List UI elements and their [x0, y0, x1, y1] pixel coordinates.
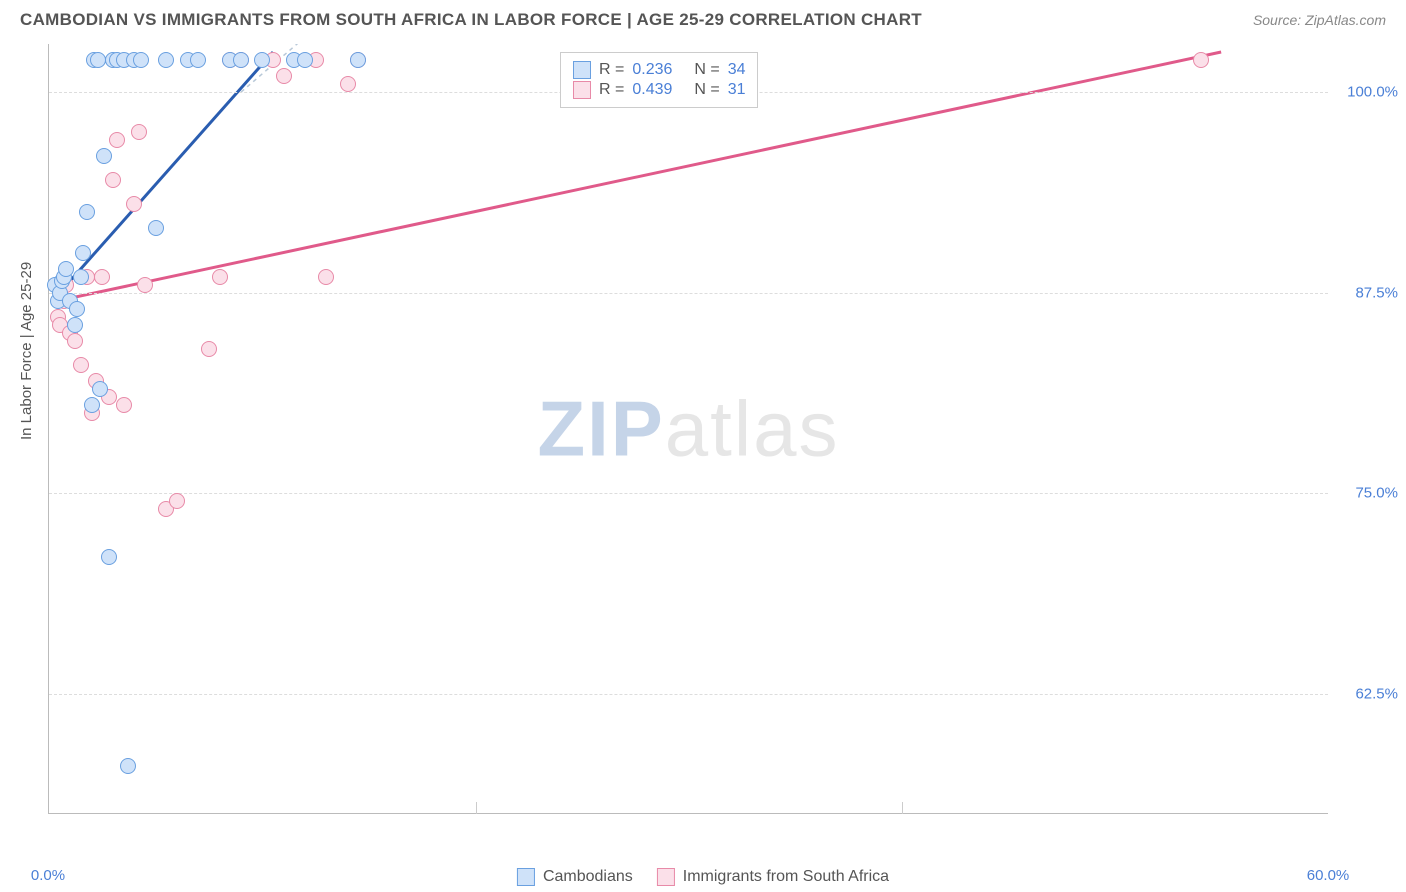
stats-swatch-blue: [573, 61, 591, 79]
scatter-point-blue: [254, 52, 270, 68]
watermark-zip: ZIP: [537, 384, 664, 472]
x-minor-tick: [476, 802, 477, 814]
scatter-point-pink: [94, 269, 110, 285]
scatter-point-blue: [101, 549, 117, 565]
watermark-atlas: atlas: [665, 384, 840, 472]
stats-n-label: N =: [694, 81, 719, 99]
scatter-point-pink: [1193, 52, 1209, 68]
source-label: Source: ZipAtlas.com: [1253, 12, 1386, 28]
y-axis-label: In Labor Force | Age 25-29: [18, 262, 35, 440]
scatter-point-blue: [233, 52, 249, 68]
bottom-legend: Cambodians Immigrants from South Africa: [517, 868, 889, 886]
scatter-point-blue: [133, 52, 149, 68]
y-tick-label: 87.5%: [1355, 284, 1398, 301]
x-minor-tick: [902, 802, 903, 814]
scatter-point-blue: [79, 204, 95, 220]
scatter-point-pink: [73, 357, 89, 373]
legend-label-cambodians: Cambodians: [543, 868, 633, 886]
scatter-point-blue: [148, 220, 164, 236]
watermark: ZIPatlas: [537, 383, 839, 474]
chart-title: CAMBODIAN VS IMMIGRANTS FROM SOUTH AFRIC…: [20, 10, 922, 30]
scatter-point-pink: [201, 341, 217, 357]
trend-lines-layer: [49, 44, 1328, 813]
legend-item-south-africa: Immigrants from South Africa: [657, 868, 889, 886]
scatter-point-pink: [169, 493, 185, 509]
scatter-point-pink: [318, 269, 334, 285]
stats-n-value: 31: [728, 81, 746, 99]
scatter-point-pink: [67, 333, 83, 349]
stats-r-label: R =: [599, 61, 624, 79]
scatter-point-pink: [105, 172, 121, 188]
scatter-point-blue: [96, 148, 112, 164]
stats-r-value: 0.236: [632, 61, 686, 79]
scatter-point-pink: [126, 196, 142, 212]
scatter-point-blue: [350, 52, 366, 68]
stats-swatch-pink: [573, 81, 591, 99]
scatter-point-pink: [137, 277, 153, 293]
scatter-point-blue: [75, 245, 91, 261]
legend-item-cambodians: Cambodians: [517, 868, 633, 886]
scatter-point-blue: [67, 317, 83, 333]
scatter-point-pink: [212, 269, 228, 285]
stats-n-label: N =: [694, 61, 719, 79]
scatter-point-pink: [340, 76, 356, 92]
scatter-point-blue: [84, 397, 100, 413]
stats-row-pink: R = 0.439 N = 31: [573, 81, 745, 99]
scatter-point-blue: [158, 52, 174, 68]
y-tick-label: 100.0%: [1347, 84, 1398, 101]
x-tick-label: 0.0%: [31, 867, 65, 884]
stats-n-value: 34: [728, 61, 746, 79]
scatter-point-blue: [190, 52, 206, 68]
legend-swatch-pink: [657, 868, 675, 886]
scatter-point-blue: [58, 261, 74, 277]
scatter-point-pink: [276, 68, 292, 84]
scatter-point-blue: [73, 269, 89, 285]
gridline-h: [49, 694, 1328, 695]
legend-label-south-africa: Immigrants from South Africa: [683, 868, 889, 886]
legend-swatch-blue: [517, 868, 535, 886]
scatter-point-blue: [92, 381, 108, 397]
scatter-point-pink: [116, 397, 132, 413]
gridline-h: [49, 493, 1328, 494]
y-tick-label: 75.0%: [1355, 485, 1398, 502]
scatter-point-pink: [131, 124, 147, 140]
chart-plot-area: ZIPatlas: [48, 44, 1328, 814]
scatter-point-blue: [69, 301, 85, 317]
stats-row-blue: R = 0.236 N = 34: [573, 61, 745, 79]
gridline-h: [49, 293, 1328, 294]
stats-r-label: R =: [599, 81, 624, 99]
scatter-point-blue: [297, 52, 313, 68]
scatter-point-pink: [109, 132, 125, 148]
y-tick-label: 62.5%: [1355, 685, 1398, 702]
scatter-point-blue: [90, 52, 106, 68]
stats-legend-box: R = 0.236 N = 34 R = 0.439 N = 31: [560, 52, 758, 108]
stats-r-value: 0.439: [632, 81, 686, 99]
x-tick-label: 60.0%: [1307, 867, 1350, 884]
scatter-point-blue: [120, 758, 136, 774]
